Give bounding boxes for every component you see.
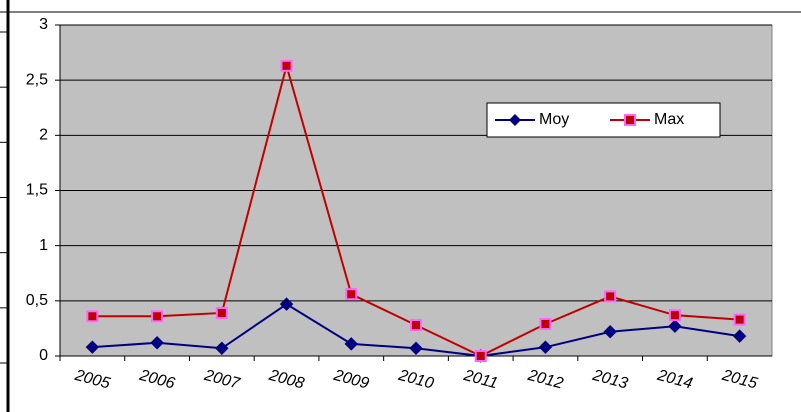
- data-point: [280, 59, 293, 72]
- data-point: [85, 340, 100, 354]
- y-tick-label: 2: [39, 127, 48, 144]
- data-point: [86, 310, 99, 323]
- data-point: [604, 290, 617, 303]
- legend-label: Max: [654, 111, 684, 128]
- data-point: [474, 350, 487, 362]
- data-point: [150, 336, 164, 350]
- data-point: [410, 319, 422, 332]
- data-point: [603, 325, 617, 339]
- data-point: [215, 341, 229, 355]
- data-point: [539, 318, 552, 331]
- data-point: [668, 309, 681, 322]
- y-tick-label: 0,5: [26, 292, 48, 309]
- data-point: [668, 319, 682, 333]
- data-point: [215, 306, 228, 319]
- data-point: [538, 340, 553, 354]
- data-point: [409, 341, 423, 355]
- data-point: [279, 297, 294, 311]
- data-point: [733, 313, 746, 326]
- data-point: [345, 288, 358, 301]
- data-point: [344, 337, 358, 351]
- y-tick-label: 1: [39, 237, 48, 254]
- y-tick-label: 0: [39, 347, 48, 364]
- y-tick-label: 1,5: [26, 182, 48, 199]
- legend-label: Moy: [539, 111, 569, 128]
- data-point: [732, 329, 747, 343]
- legend-marker: [624, 114, 636, 126]
- data-point: [151, 310, 164, 323]
- y-tick-label: 3: [39, 16, 48, 33]
- legend-marker: [509, 114, 521, 126]
- y-tick-label: 2,5: [26, 71, 48, 88]
